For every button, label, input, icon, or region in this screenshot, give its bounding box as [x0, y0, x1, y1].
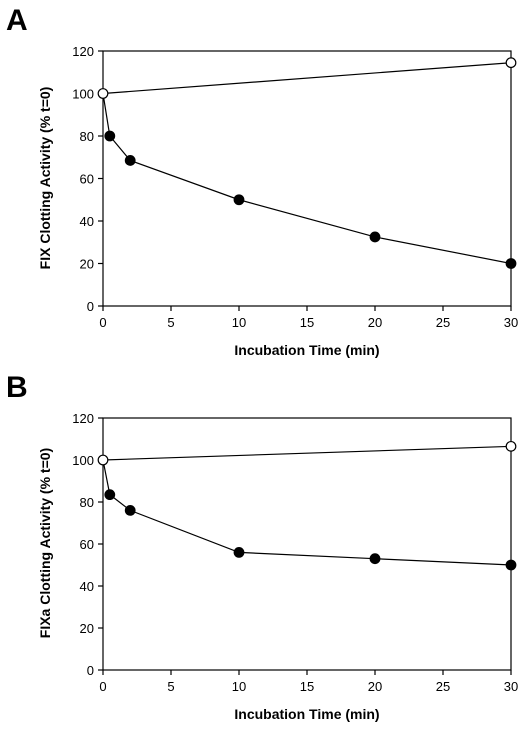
filled-circle-point [369, 553, 381, 565]
filled-circle-point [233, 194, 245, 206]
x-tick-label: 10 [232, 315, 246, 330]
panel-label-a: A [6, 4, 28, 37]
x-tick-label: 20 [368, 315, 382, 330]
filled-circle-point [505, 258, 517, 269]
x-tick-label: 0 [99, 315, 106, 330]
filled-circle-point [505, 559, 517, 571]
filled-circle-point [233, 547, 245, 558]
x-tick-label: 20 [368, 679, 382, 694]
y-tick-label: 120 [72, 411, 94, 426]
y-tick-label: 20 [80, 257, 94, 272]
tick-labels-a: 0 5 10 15 20 25 30 0 20 40 60 80 100 120 [72, 44, 518, 330]
x-axis-title-a: Incubation Time (min) [234, 342, 379, 358]
panel-a: A 0 5 10 15 20 25 30 0 20 40 60 80 100 120 Incubation… [6, 4, 518, 358]
tick-labels-b: 0 5 10 15 20 25 30 0 20 40 60 80 100 120 [72, 411, 518, 694]
filled-circle-point [369, 231, 381, 243]
y-tick-label: 0 [87, 299, 94, 314]
y-tick-label: 60 [80, 172, 94, 187]
x-axis-title-b: Incubation Time (min) [234, 706, 379, 722]
filled-circle-point [104, 130, 116, 142]
filled-circle-point [124, 155, 136, 166]
series-a [97, 57, 517, 269]
y-tick-label: 20 [80, 621, 94, 636]
open-series-line [102, 445, 512, 461]
y-tick-label: 100 [72, 87, 94, 102]
x-tick-label: 10 [232, 679, 246, 694]
filled-series-line [102, 459, 512, 566]
y-tick-label: 40 [80, 579, 94, 594]
panel-b: B 0 5 10 15 20 25 30 0 20 40 60 80 100 120 Incubation… [6, 371, 518, 722]
x-tick-label: 15 [300, 679, 314, 694]
plot-frame-b [102, 417, 512, 671]
x-tick-label: 15 [300, 315, 314, 330]
x-tick-label: 25 [436, 315, 450, 330]
y-tick-label: 60 [80, 537, 94, 552]
y-axis-title-a: FIX Clotting Activity (% t=0) [37, 87, 53, 270]
y-tick-label: 100 [72, 453, 94, 468]
x-tick-label: 25 [436, 679, 450, 694]
open-circle-point [505, 57, 517, 69]
filled-circle-point [124, 505, 136, 516]
y-tick-label: 120 [72, 44, 94, 59]
y-tick-label: 80 [80, 495, 94, 510]
open-series-line [102, 62, 512, 95]
x-tick-label: 0 [99, 679, 106, 694]
filled-series-line [102, 93, 512, 265]
filled-circle-point [104, 489, 116, 501]
axis-ticks-b [98, 417, 512, 675]
y-axis-title-b: FIXa Clotting Activity (% t=0) [37, 448, 53, 638]
series-b [97, 440, 517, 571]
x-tick-label: 30 [504, 679, 518, 694]
x-tick-label: 5 [167, 679, 174, 694]
y-tick-label: 40 [80, 214, 94, 229]
x-tick-label: 30 [504, 315, 518, 330]
y-tick-label: 0 [87, 663, 94, 678]
open-circle-point [97, 88, 109, 99]
y-tick-label: 80 [80, 129, 94, 144]
panel-label-b: B [6, 371, 28, 404]
axis-ticks-a [98, 50, 512, 311]
open-circle-point [97, 454, 109, 466]
open-circle-point [505, 440, 517, 452]
x-tick-label: 5 [167, 315, 174, 330]
